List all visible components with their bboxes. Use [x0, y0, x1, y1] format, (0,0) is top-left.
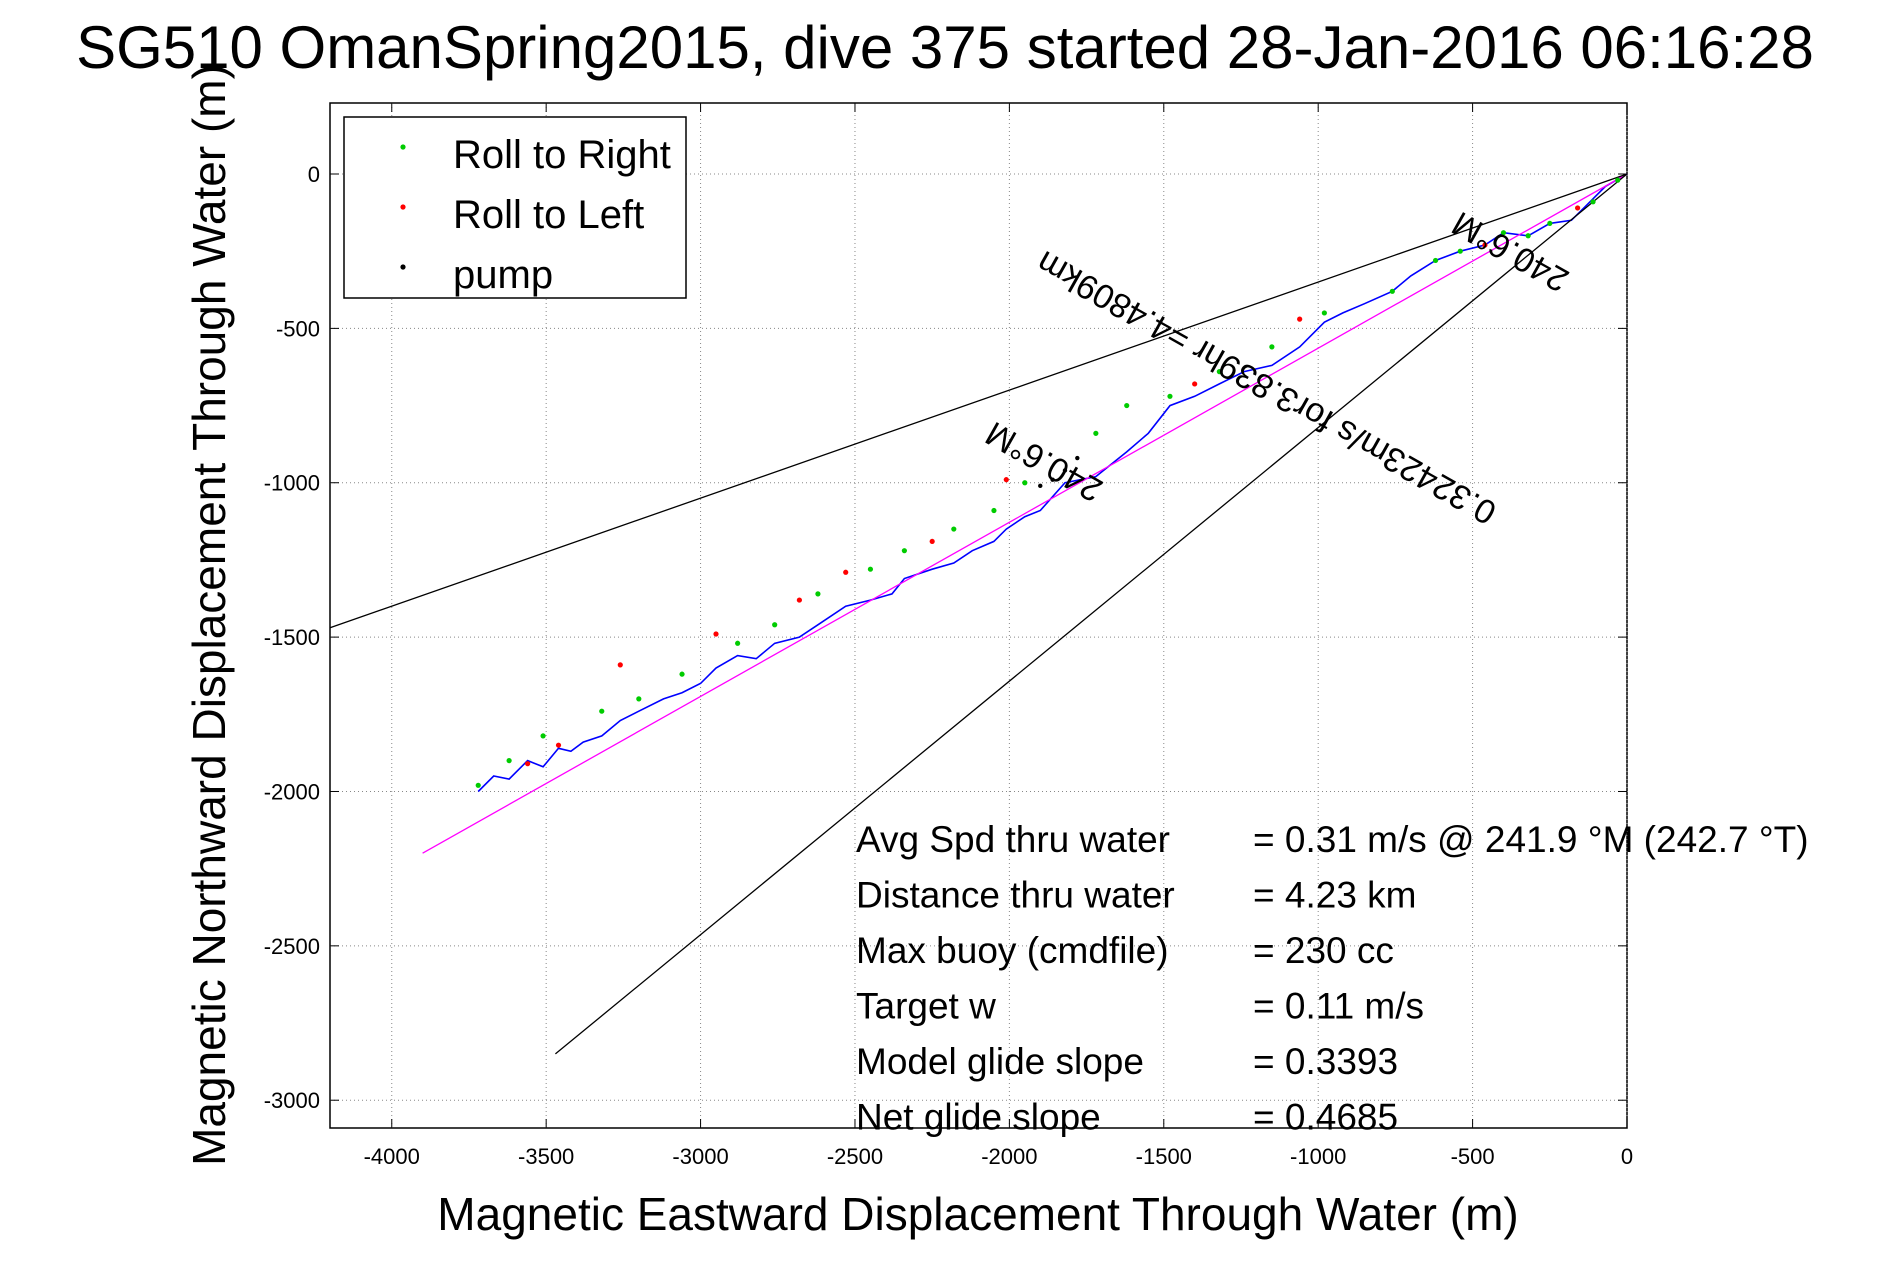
y-tick-label: -1000 [264, 471, 320, 496]
marker-point [1389, 288, 1395, 294]
series-lines [329, 173, 1628, 1055]
axis-ticks: -4000 -3500 -3000 -2500 -2000 -1500 -1000 -500 0… [264, 103, 1633, 1169]
legend-label: Roll to Right [453, 133, 671, 177]
x-tick-label: -500 [1451, 1144, 1495, 1169]
x-tick-label: -3000 [672, 1144, 728, 1169]
x-axis-label: Magnetic Eastward Displacement Through W… [437, 1188, 1518, 1240]
marker-point [1482, 242, 1488, 248]
marker-point [1432, 257, 1439, 264]
legend-marker [400, 144, 406, 150]
marker-point [735, 640, 741, 646]
marker-point [991, 507, 997, 514]
info-value: = 0.31 m/s @ 241.9 °M (242.7 °T) [1253, 819, 1809, 860]
legend-label: Roll to Left [453, 193, 644, 237]
marker-point [951, 526, 957, 532]
legend-marker [400, 204, 406, 210]
series-line-2 [329, 173, 1628, 629]
marker-point [1167, 393, 1173, 399]
series-line-0 [477, 173, 1628, 793]
x-tick-label: 0 [1621, 1144, 1633, 1169]
x-tick-label: -3500 [518, 1144, 574, 1169]
info-value: = 0.4685 [1253, 1097, 1398, 1138]
info-label: Max buoy (cmdfile) [856, 930, 1169, 971]
marker-point [1547, 220, 1553, 227]
marker-point [1062, 468, 1068, 473]
marker-point [929, 538, 935, 545]
marker-point [1321, 310, 1327, 316]
y-tick-label: -1500 [264, 625, 320, 650]
x-tick-label: -4000 [364, 1144, 420, 1169]
annotation-label: 240.6°M [979, 414, 1108, 509]
marker-point [901, 548, 907, 554]
x-tick-label: -2500 [827, 1144, 883, 1169]
marker-point [555, 742, 562, 748]
info-label: Net glide slope [856, 1097, 1101, 1138]
marker-point [796, 597, 802, 603]
y-tick-label: -3000 [264, 1088, 320, 1113]
y-tick-label: 0 [308, 162, 320, 187]
marker-point [506, 758, 512, 764]
marker-point [815, 591, 821, 597]
info-label: Target w [856, 986, 996, 1027]
marker-point [1022, 480, 1028, 486]
marker-point [1574, 205, 1581, 211]
marker-point [1297, 316, 1303, 322]
marker-point [1050, 477, 1055, 482]
marker-point [1216, 368, 1222, 375]
series-line-3 [554, 173, 1628, 1055]
marker-point [617, 662, 623, 668]
info-label: Model glide slope [856, 1041, 1144, 1082]
y-tick-label: -500 [276, 316, 320, 341]
x-tick-label: -1000 [1290, 1144, 1346, 1169]
y-tick-label: -2000 [264, 779, 320, 804]
legend-marker [400, 264, 406, 270]
x-tick-label: -2000 [981, 1144, 1037, 1169]
y-tick-label: -2500 [264, 934, 320, 959]
marker-point [475, 782, 481, 788]
annotation-label: 240.6°M [1446, 204, 1575, 299]
marker-point [1124, 402, 1130, 409]
info-value: = 230 cc [1253, 930, 1394, 971]
marker-point [1457, 248, 1463, 254]
info-value: = 0.11 m/s [1253, 986, 1424, 1027]
series-markers [475, 177, 1621, 788]
marker-point [636, 696, 642, 702]
info-block: Avg Spd thru water = 0.31 m/s @ 241.9 °M … [856, 819, 1809, 1138]
info-label: Distance thru water [856, 875, 1175, 916]
info-value: = 0.3393 [1253, 1041, 1398, 1082]
marker-point [679, 671, 685, 677]
x-tick-label: -1500 [1136, 1144, 1192, 1169]
marker-point [1038, 483, 1043, 489]
legend: Roll to Right Roll to Left pump [343, 116, 687, 299]
info-value: = 4.23 km [1253, 875, 1417, 916]
marker-point [772, 622, 778, 628]
marker-point [1269, 344, 1275, 350]
marker-point [1093, 430, 1099, 436]
marker-point [1003, 477, 1009, 483]
marker-point [540, 733, 546, 739]
y-axis-label: Magnetic Northward Displacement Through … [183, 64, 235, 1166]
marker-point [1075, 455, 1080, 461]
chart-title: SG510 OmanSpring2015, dive 375 started 2… [76, 14, 1814, 81]
marker-point [1615, 177, 1621, 183]
marker-point [713, 631, 719, 637]
marker-point [525, 761, 531, 767]
legend-label: pump [453, 253, 553, 297]
marker-point [599, 708, 605, 714]
marker-point [1192, 381, 1198, 387]
marker-point [1590, 199, 1596, 205]
marker-point [867, 566, 874, 572]
marker-point [843, 569, 849, 575]
series-line-1 [422, 173, 1628, 854]
marker-point [1500, 230, 1507, 236]
info-label: Avg Spd thru water [856, 819, 1170, 860]
marker-point [1525, 233, 1531, 239]
